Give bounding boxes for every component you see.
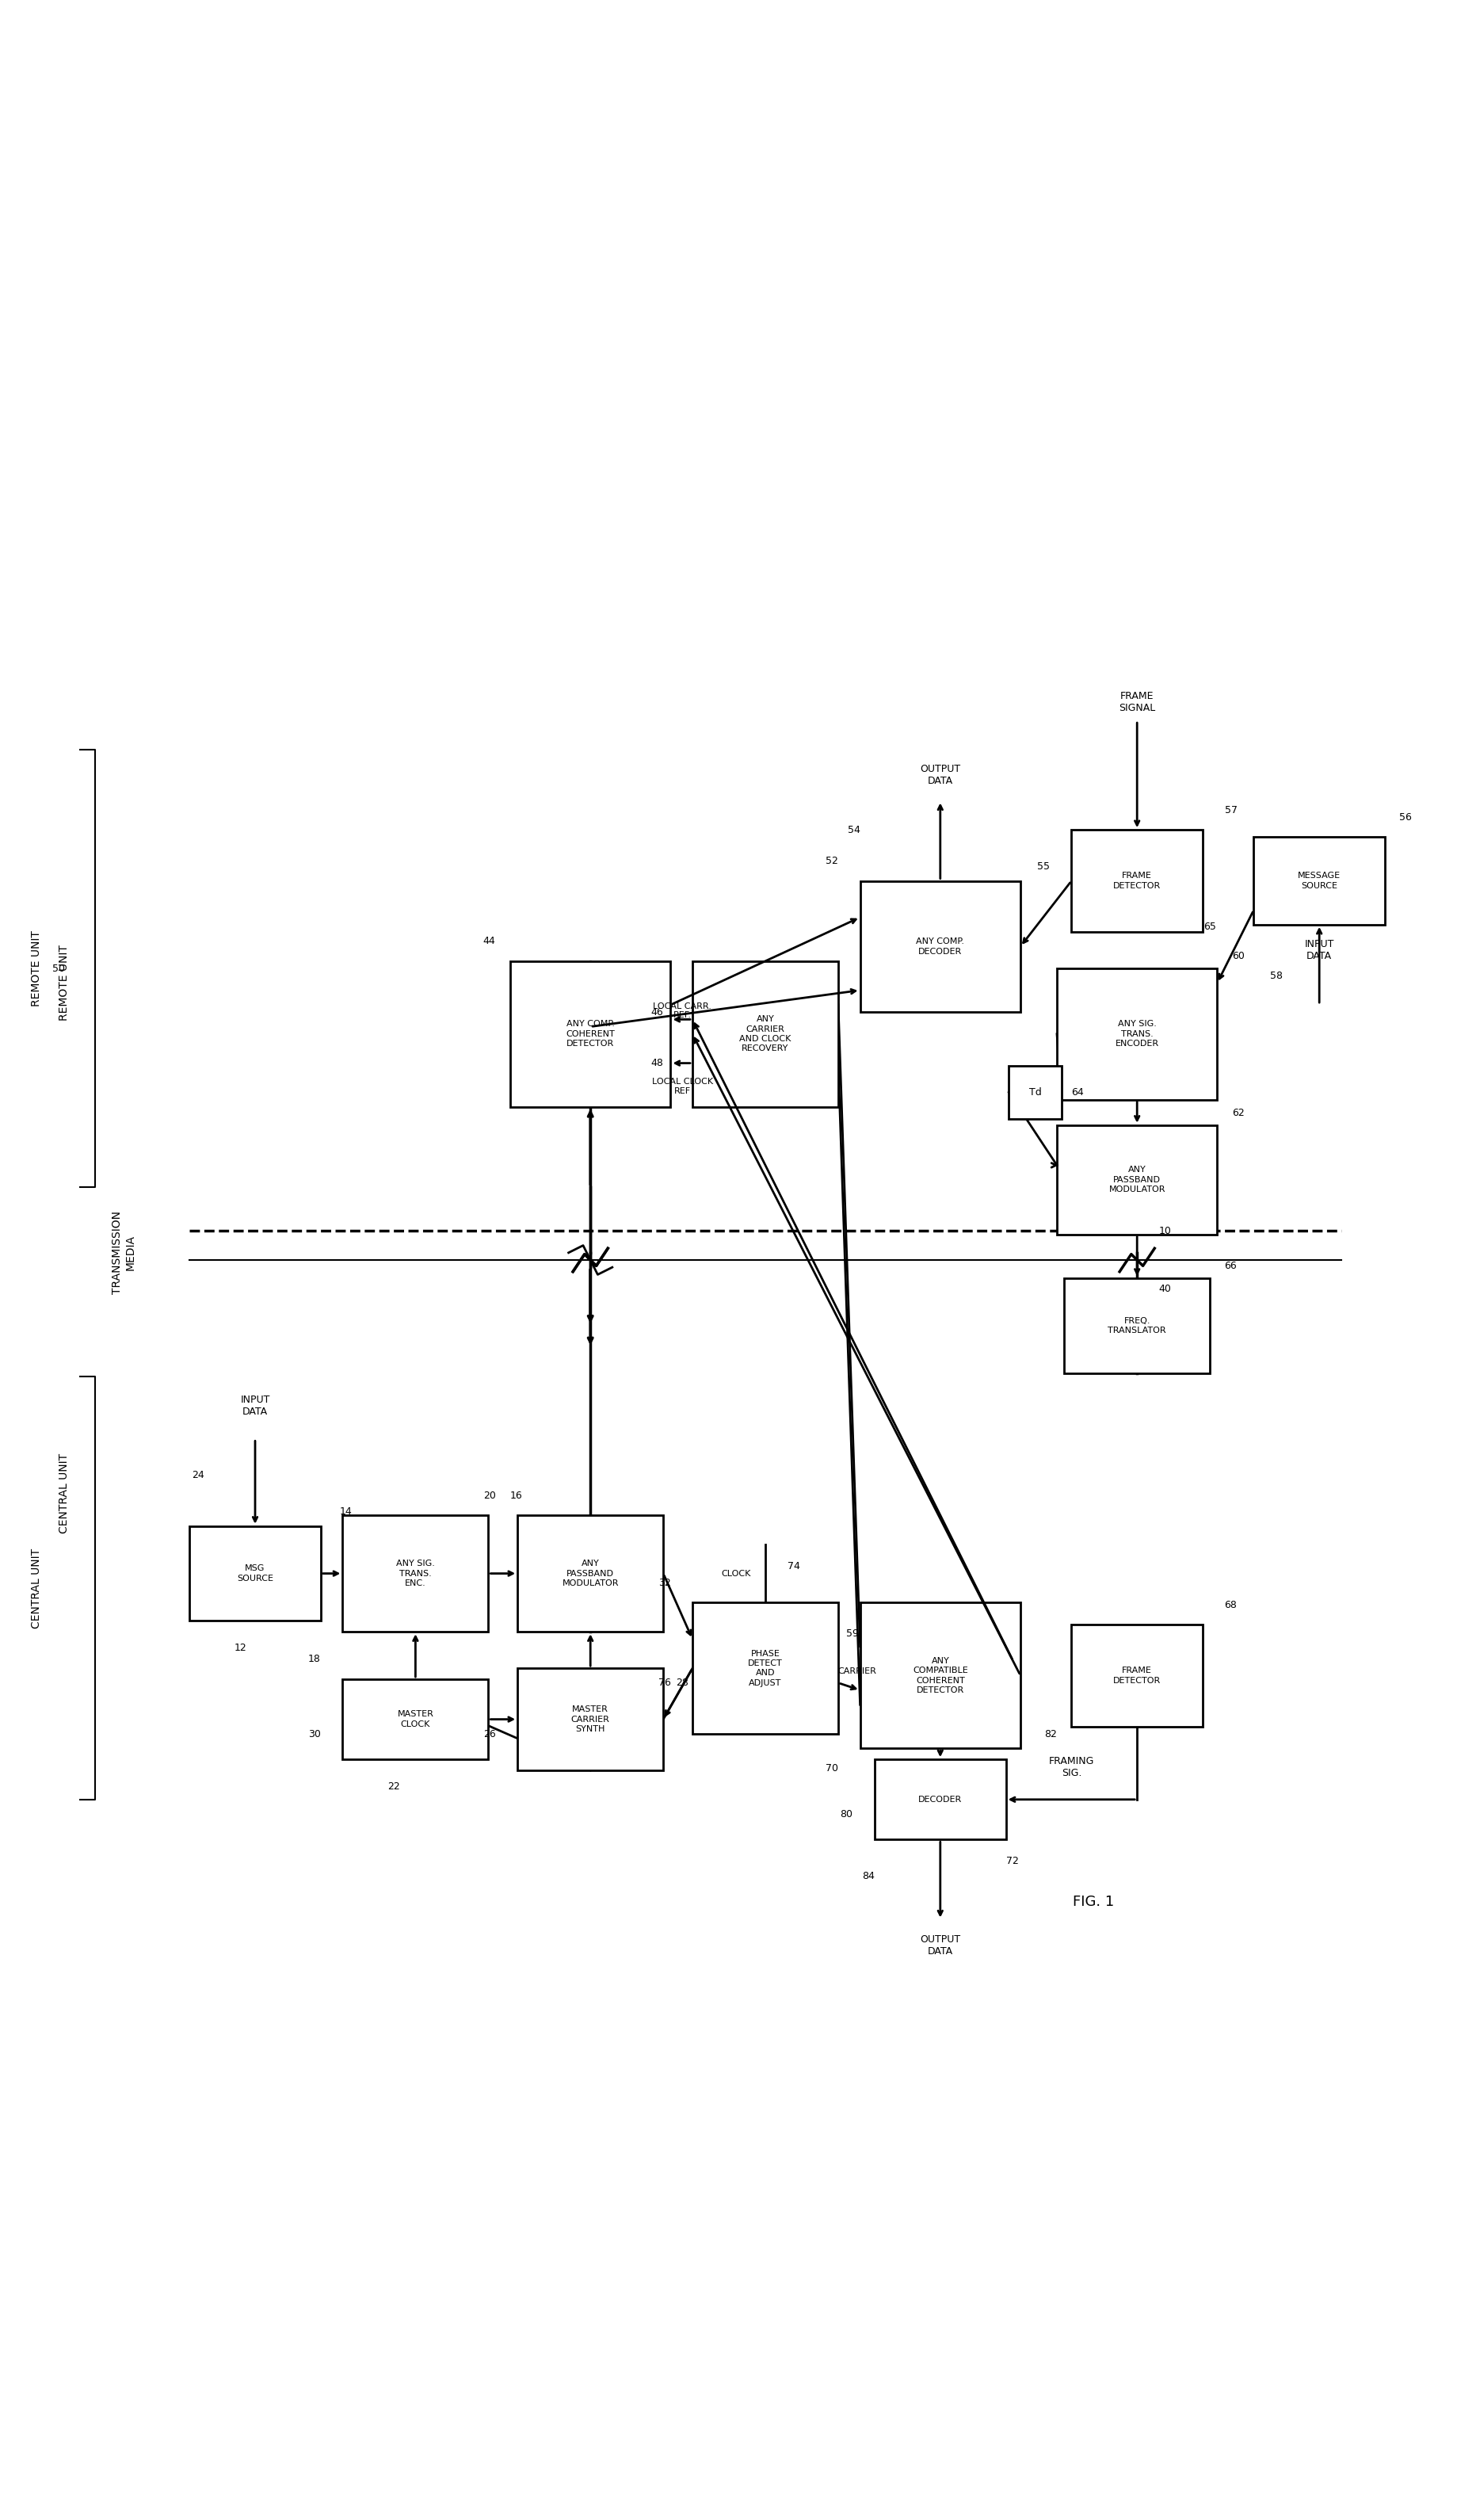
Text: 20: 20 xyxy=(482,1489,495,1499)
Text: 42: 42 xyxy=(860,937,873,948)
Text: 16: 16 xyxy=(510,1489,523,1499)
Text: 55: 55 xyxy=(1036,862,1049,872)
Text: CLOCK: CLOCK xyxy=(721,1570,750,1578)
Text: MASTER
CLOCK: MASTER CLOCK xyxy=(398,1711,433,1729)
Text: ANY
COMPATIBLE
COHERENT
DETECTOR: ANY COMPATIBLE COHERENT DETECTOR xyxy=(912,1656,967,1693)
Text: 60: 60 xyxy=(1231,950,1244,960)
Bar xyxy=(510,960,670,1106)
Text: LOCAL CARR.
REF.: LOCAL CARR. REF. xyxy=(653,1003,711,1021)
Text: 82: 82 xyxy=(1043,1729,1056,1739)
Text: 30: 30 xyxy=(307,1729,321,1739)
Text: MASTER
CARRIER
SYNTH: MASTER CARRIER SYNTH xyxy=(571,1706,609,1734)
Text: 18: 18 xyxy=(307,1653,321,1663)
Text: ANY SIG.
TRANS.
ENC.: ANY SIG. TRANS. ENC. xyxy=(396,1560,434,1588)
Text: MSG
SOURCE: MSG SOURCE xyxy=(236,1565,274,1583)
Text: 12: 12 xyxy=(235,1643,246,1653)
Text: 24: 24 xyxy=(191,1469,204,1479)
Bar xyxy=(692,960,838,1106)
Text: INPUT
DATA: INPUT DATA xyxy=(1304,940,1333,963)
Text: 40: 40 xyxy=(1158,1285,1171,1295)
Text: Td: Td xyxy=(1029,1086,1040,1099)
Bar xyxy=(1008,1066,1061,1119)
Text: 66: 66 xyxy=(1224,1260,1237,1270)
Text: 57: 57 xyxy=(1224,804,1237,816)
Text: 84: 84 xyxy=(861,1870,874,1882)
Text: 28: 28 xyxy=(676,1678,688,1688)
Text: ANY
CARRIER
AND CLOCK
RECOVERY: ANY CARRIER AND CLOCK RECOVERY xyxy=(739,1016,791,1053)
Text: 74: 74 xyxy=(787,1560,800,1572)
Text: 76: 76 xyxy=(657,1678,670,1688)
Text: DECODER: DECODER xyxy=(918,1797,962,1804)
Text: 26: 26 xyxy=(482,1729,495,1739)
Text: FREQ.
TRANSLATOR: FREQ. TRANSLATOR xyxy=(1107,1318,1166,1336)
Text: 65: 65 xyxy=(1203,922,1215,932)
Text: 10: 10 xyxy=(1158,1225,1171,1235)
Bar xyxy=(692,1603,838,1734)
Text: 72: 72 xyxy=(1005,1857,1018,1867)
Bar xyxy=(1056,968,1217,1099)
Text: CARRIER: CARRIER xyxy=(838,1668,876,1676)
Bar xyxy=(1253,837,1384,925)
Text: OUTPUT
DATA: OUTPUT DATA xyxy=(919,764,960,786)
Text: 58: 58 xyxy=(1269,970,1282,980)
Bar xyxy=(1071,1625,1202,1726)
Bar xyxy=(1056,1124,1217,1235)
Text: TRANSMISSION
MEDIA: TRANSMISSION MEDIA xyxy=(112,1212,136,1295)
Text: FRAME
DETECTOR: FRAME DETECTOR xyxy=(1113,872,1160,890)
Text: 54: 54 xyxy=(847,824,860,834)
Text: 64: 64 xyxy=(1071,1086,1084,1099)
Text: FRAME
DETECTOR: FRAME DETECTOR xyxy=(1113,1666,1160,1683)
Text: 32: 32 xyxy=(657,1578,670,1588)
Text: ANY COMP.
DECODER: ANY COMP. DECODER xyxy=(915,937,965,955)
Text: FRAMING
SIG.: FRAMING SIG. xyxy=(1048,1756,1094,1779)
Text: 46: 46 xyxy=(650,1008,663,1018)
Text: ANY
PASSBAND
MODULATOR: ANY PASSBAND MODULATOR xyxy=(1109,1167,1164,1194)
Text: MESSAGE
SOURCE: MESSAGE SOURCE xyxy=(1297,872,1340,890)
Text: 44: 44 xyxy=(482,937,495,948)
Text: REMOTE UNIT: REMOTE UNIT xyxy=(31,930,42,1005)
Text: ANY
PASSBAND
MODULATOR: ANY PASSBAND MODULATOR xyxy=(562,1560,618,1588)
Bar xyxy=(1071,829,1202,932)
Bar xyxy=(874,1759,1005,1840)
Text: OUTPUT
DATA: OUTPUT DATA xyxy=(919,1935,960,1956)
Text: FRAME
SIGNAL: FRAME SIGNAL xyxy=(1118,690,1155,713)
Text: 56: 56 xyxy=(1399,811,1412,822)
Text: 48: 48 xyxy=(650,1058,663,1068)
Text: 59: 59 xyxy=(847,1628,858,1638)
Text: CENTRAL UNIT: CENTRAL UNIT xyxy=(58,1454,70,1532)
Text: FIG. 1: FIG. 1 xyxy=(1072,1895,1113,1908)
Text: 52: 52 xyxy=(825,857,838,867)
Bar xyxy=(189,1527,321,1620)
Text: LOCAL CLOCK
REF: LOCAL CLOCK REF xyxy=(651,1079,712,1094)
Bar xyxy=(517,1668,663,1772)
Text: 80: 80 xyxy=(839,1809,852,1819)
Text: 68: 68 xyxy=(1224,1600,1237,1610)
Text: 50: 50 xyxy=(52,963,64,973)
Text: 14: 14 xyxy=(339,1507,353,1517)
Text: PHASE
DETECT
AND
ADJUST: PHASE DETECT AND ADJUST xyxy=(747,1651,782,1686)
Bar xyxy=(342,1515,488,1633)
Bar xyxy=(1064,1278,1209,1373)
Bar xyxy=(517,1515,663,1633)
Text: ANY COMP.
COHERENT
DETECTOR: ANY COMP. COHERENT DETECTOR xyxy=(565,1021,615,1048)
Bar xyxy=(860,1603,1020,1749)
Text: 22: 22 xyxy=(388,1782,399,1792)
Bar xyxy=(342,1678,488,1759)
Text: INPUT
DATA: INPUT DATA xyxy=(240,1394,270,1416)
Text: ANY SIG.
TRANS.
ENCODER: ANY SIG. TRANS. ENCODER xyxy=(1115,1021,1158,1048)
Text: CENTRAL UNIT: CENTRAL UNIT xyxy=(31,1547,42,1628)
Text: 70: 70 xyxy=(825,1764,838,1774)
Text: REMOTE UNIT: REMOTE UNIT xyxy=(58,945,70,1021)
Bar xyxy=(860,882,1020,1013)
Text: 62: 62 xyxy=(1231,1106,1244,1119)
